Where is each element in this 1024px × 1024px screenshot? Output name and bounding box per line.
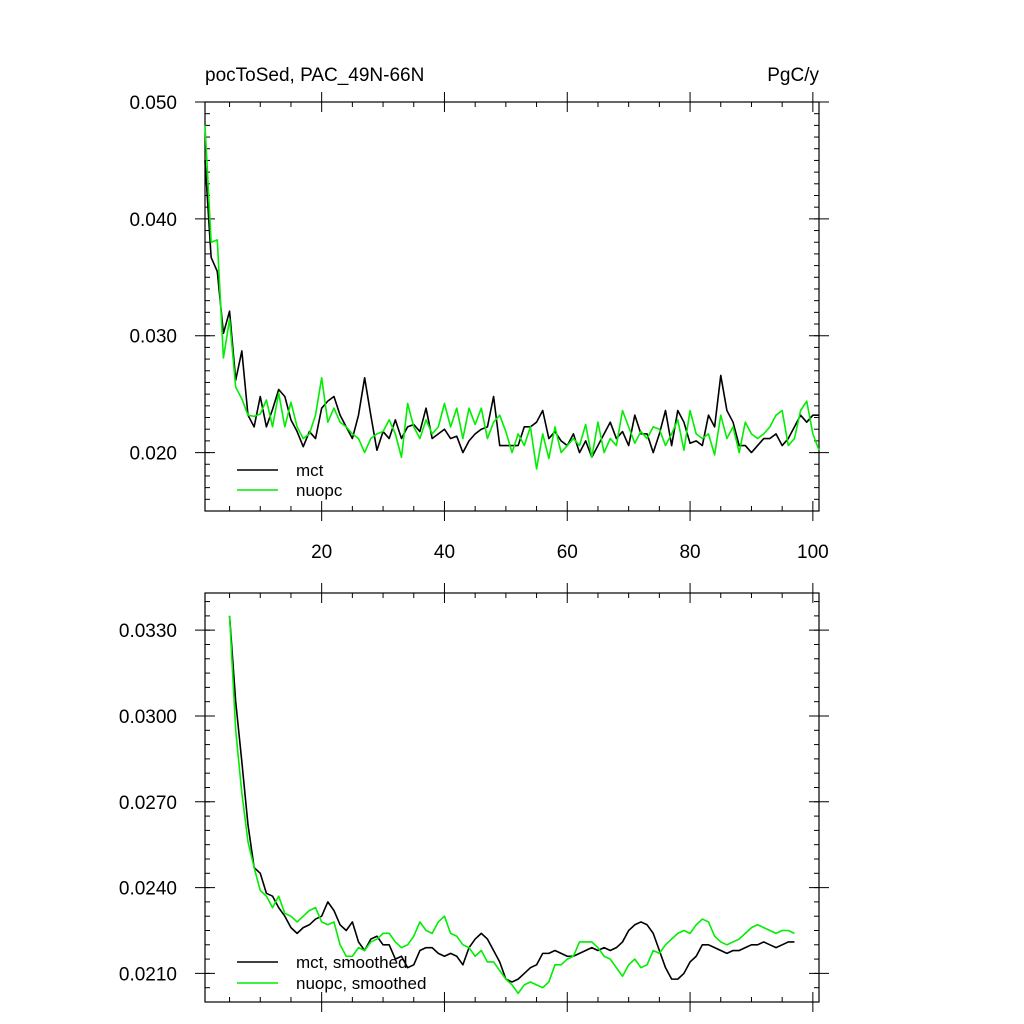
x-tick-label: 80 — [679, 542, 700, 563]
bottom-panel: 0.0330 0.0300 0.0270 0.0240 0.0210 mct, smoo… — [119, 583, 829, 1012]
y-tick-label: 0.0330 — [119, 621, 177, 642]
series-line-mct-smoothed — [228, 615, 795, 983]
x-tick-label: 60 — [557, 542, 578, 563]
y-tick-label: 0.0210 — [119, 964, 177, 985]
top-panel-title: pocToSed, PAC_49N-66N — [205, 65, 424, 86]
y-tick-label: 0.0300 — [119, 707, 177, 728]
x-tick-label: 100 — [797, 542, 829, 563]
y-tick-label: 0.0270 — [119, 793, 177, 814]
y-tick-label: 0.040 — [129, 210, 177, 231]
y-tick-label: 0.050 — [129, 93, 177, 114]
series-line-nuopc-smoothed — [228, 615, 795, 995]
top-panel-legend: mct nuopc — [237, 461, 343, 500]
y-tick-label: 0.020 — [129, 444, 177, 465]
legend-label-nuopc-smoothed: nuopc, smoothed — [296, 974, 426, 993]
bottom-panel-axes: 0.0330 0.0300 0.0270 0.0240 0.0210 — [119, 583, 829, 1012]
x-tick-label: 20 — [311, 542, 332, 563]
y-tick-label: 0.030 — [129, 327, 177, 348]
plot-frame — [204, 101, 820, 512]
y-tick-label: 0.0240 — [119, 879, 177, 900]
bottom-panel-legend: mct, smoothed nuopc, smoothed — [237, 953, 426, 993]
x-tick-label: 40 — [434, 542, 455, 563]
legend-label-nuopc: nuopc — [296, 481, 343, 500]
top-panel-series — [204, 125, 820, 470]
series-line-nuopc — [204, 125, 820, 470]
legend-label-mct: mct — [296, 461, 324, 480]
top-panel: pocToSed, PAC_49N-66N PgC/y 20 40 60 80 100 0… — [129, 65, 829, 563]
top-panel-axes: 20 40 60 80 100 0.050 0.040 0.030 0.020 — [129, 92, 829, 563]
series-line-mct — [204, 160, 819, 459]
bottom-panel-series — [228, 615, 795, 995]
legend-label-mct-smoothed: mct, smoothed — [296, 953, 408, 972]
top-panel-units: PgC/y — [767, 65, 819, 86]
plot-frame — [204, 592, 820, 1003]
